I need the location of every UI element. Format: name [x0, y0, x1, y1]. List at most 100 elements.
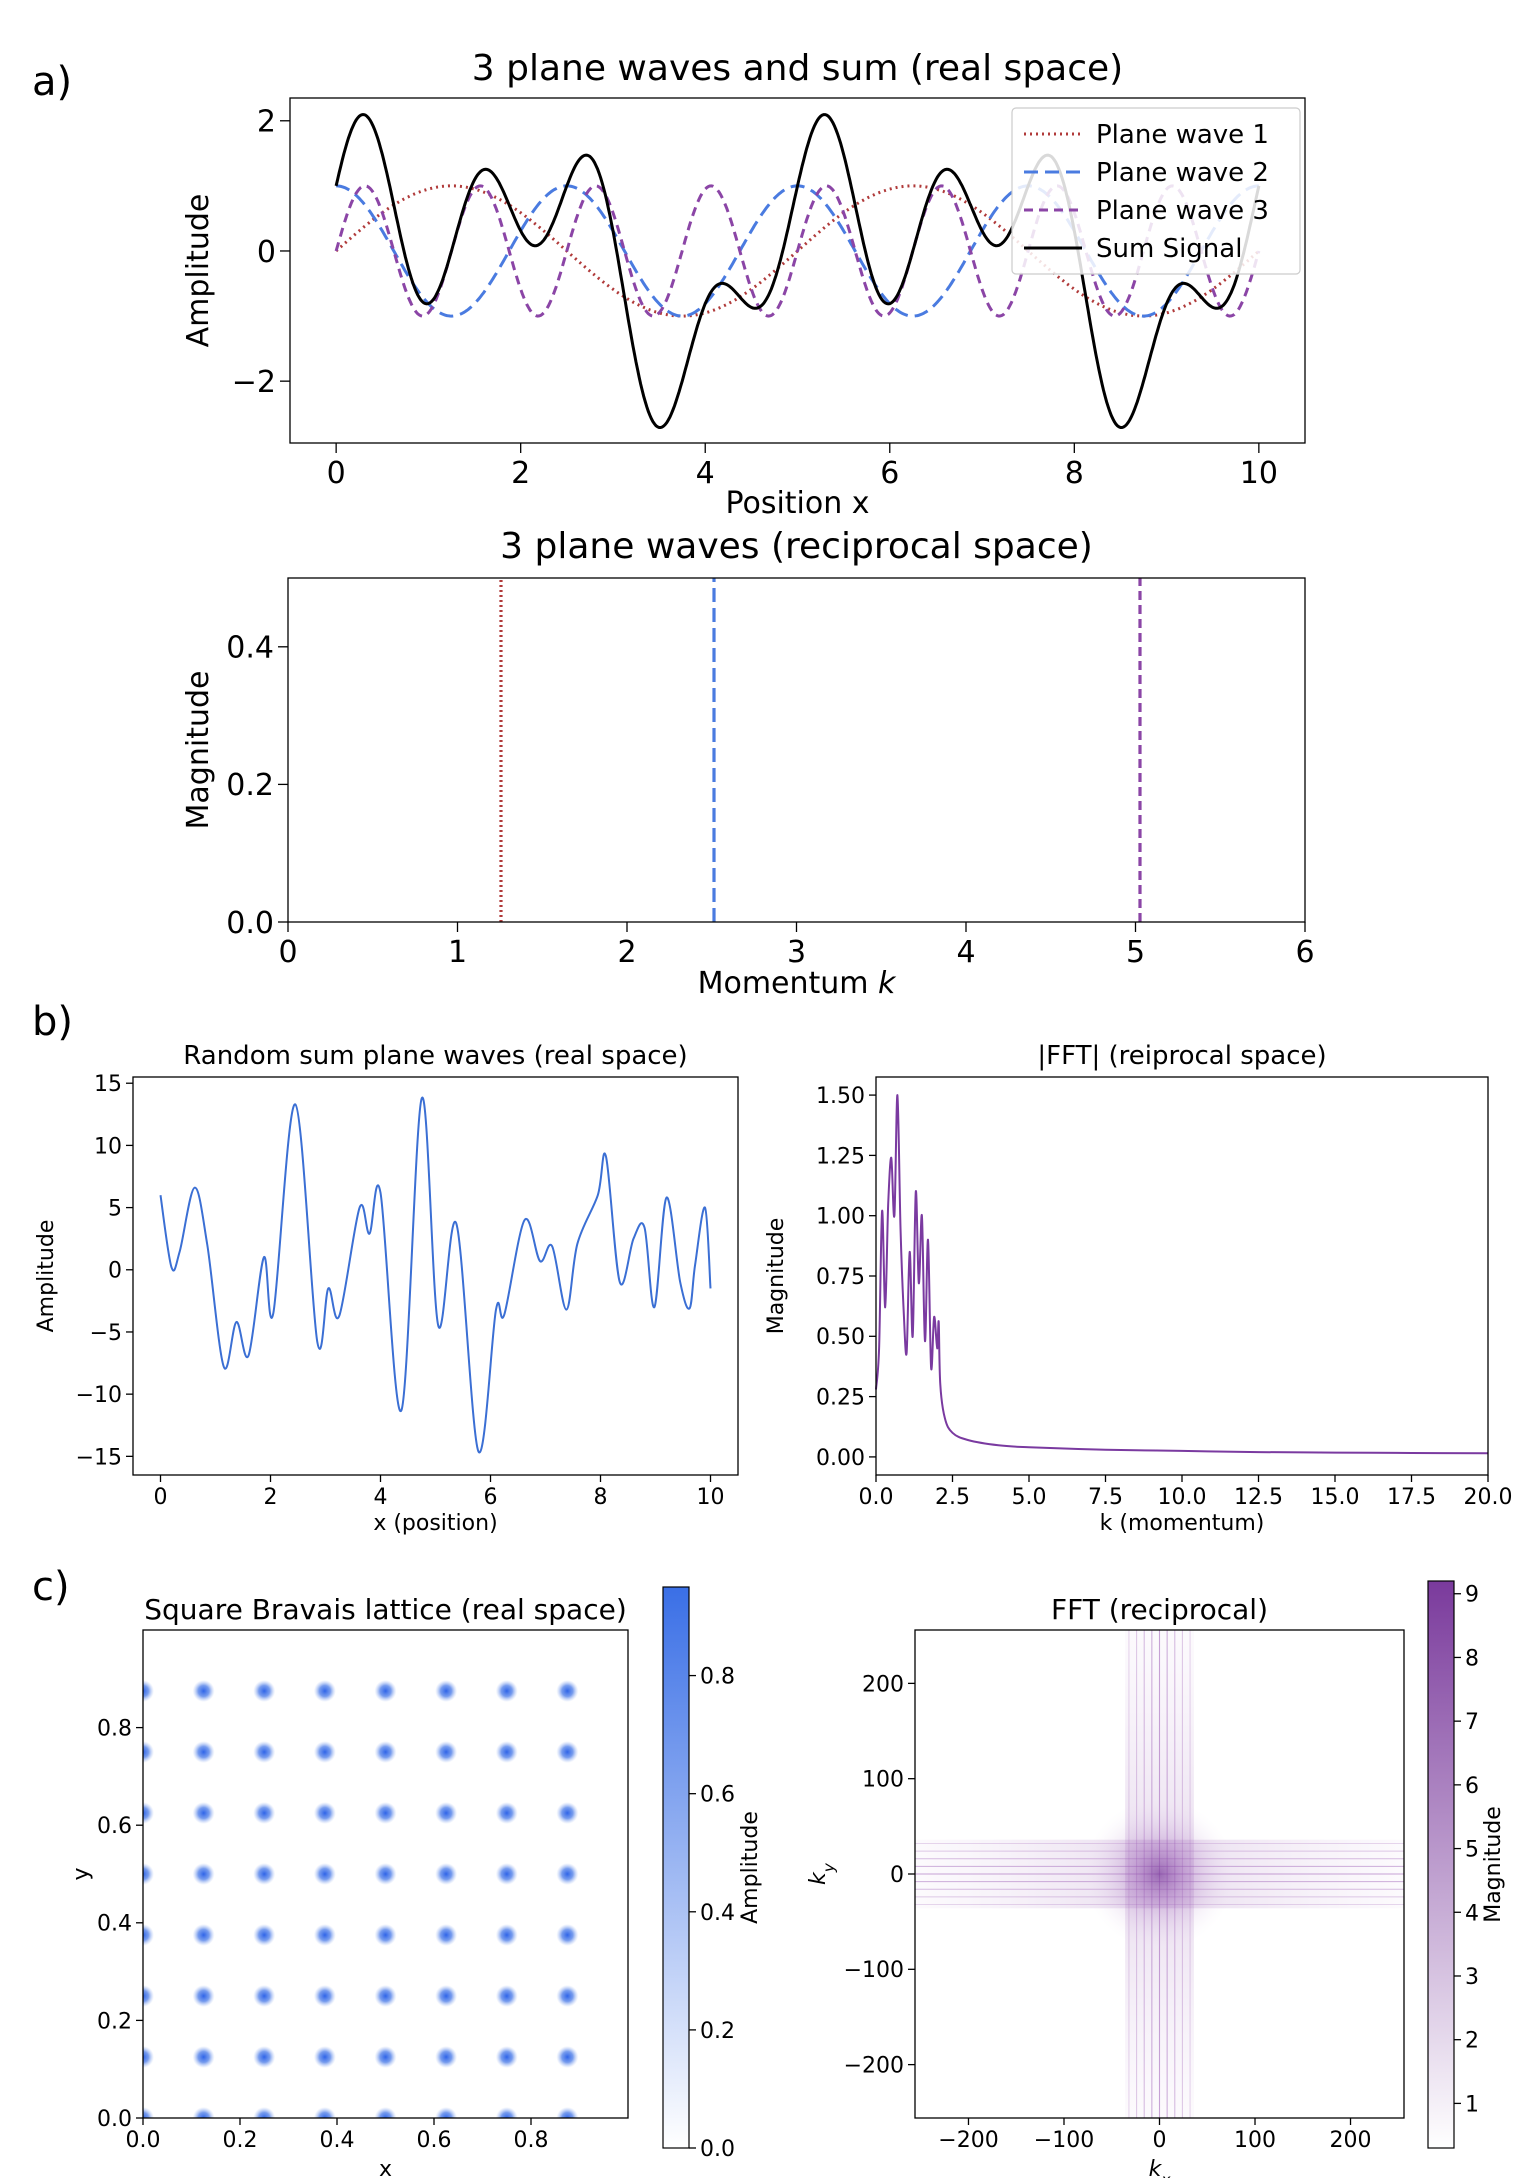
x-tick-label: 20.0: [1464, 1485, 1513, 1510]
lattice-point: [495, 1741, 518, 1763]
plot-frame: [132, 1076, 739, 1476]
colorbar: [662, 1586, 690, 2149]
lattice-point: [374, 1741, 397, 1763]
lattice-point: [313, 1802, 336, 1824]
lattice-point: [495, 1863, 518, 1885]
lattice-point: [313, 2046, 336, 2068]
lattice-point: [556, 1741, 579, 1763]
y-tick-label: 200: [862, 1672, 904, 1697]
panel-label-a: a): [32, 59, 72, 105]
x-tick-label: 0: [327, 456, 346, 491]
x-tick-label: 1: [448, 935, 467, 970]
x-tick-label: 15.0: [1311, 1485, 1360, 1510]
x-axis-label: Position x: [725, 486, 869, 521]
lattice-point: [143, 1741, 154, 1763]
y-tick-label: −200: [844, 2054, 904, 2079]
lattice-point: [556, 2046, 579, 2068]
lattice-point: [374, 1802, 397, 1824]
lattice-point: [143, 1863, 154, 1885]
y-tick-label: 0.4: [97, 1912, 132, 1937]
lattice-point: [143, 1802, 154, 1824]
colorbar: [1427, 1580, 1455, 2149]
lattice-point: [192, 1985, 215, 2007]
x-axis-label: Momentum k: [698, 966, 897, 1001]
y-axis-label: Amplitude: [34, 1220, 59, 1333]
lattice-point: [495, 1680, 518, 1702]
chart-title: 3 plane waves and sum (real space): [472, 48, 1123, 89]
y-tick-label: 1.25: [816, 1144, 865, 1169]
lattice-point: [192, 1924, 215, 1946]
lattice-point: [435, 2046, 458, 2068]
signal-line: [875, 1094, 1489, 1455]
x-axis-label: k (momentum): [1100, 1511, 1265, 1536]
colorbar-label: Amplitude: [738, 1811, 763, 1924]
lattice-point: [143, 2046, 154, 2068]
lattice-point: [253, 1802, 276, 1824]
lattice-point: [313, 1741, 336, 1763]
y-tick-label: 0: [890, 1863, 904, 1888]
lattice-point: [192, 1741, 215, 1763]
y-tick-label: −100: [844, 1958, 904, 1983]
x-tick-label: 4: [956, 935, 975, 970]
lattice-point: [556, 1985, 579, 2007]
x-tick-label: 2.5: [935, 1485, 970, 1510]
lattice-point: [192, 1863, 215, 1885]
colorbar-tick-label: 5: [1465, 1838, 1479, 1863]
x-tick-label: 0: [154, 1485, 168, 1510]
lattice-point: [435, 2107, 458, 2118]
y-tick-label: 1.50: [816, 1084, 865, 1109]
colorbar-tick-label: 3: [1465, 1965, 1479, 1990]
colorbar-tick-label: 6: [1465, 1774, 1479, 1799]
chart-title: |FFT| (reiprocal space): [1037, 1041, 1326, 1071]
y-tick-label: 0.00: [816, 1446, 865, 1471]
lattice-point: [313, 2107, 336, 2118]
chart-title: 3 plane waves (reciprocal space): [500, 526, 1093, 567]
colorbar-tick-label: 2: [1465, 2029, 1479, 2054]
colorbar-tick-label: 0.0: [700, 2137, 735, 2162]
lattice-point: [556, 2107, 579, 2118]
x-axis-label: x: [379, 2157, 392, 2178]
y-tick-label: −2: [232, 365, 276, 400]
lattice-point: [495, 1802, 518, 1824]
y-tick-label: 5: [108, 1197, 122, 1222]
x-tick-label: 4: [374, 1485, 388, 1510]
plot-frame: [142, 1629, 629, 2119]
lattice-point: [253, 1924, 276, 1946]
y-axis-label: y: [69, 1867, 94, 1880]
lattice-point: [253, 1680, 276, 1702]
y-tick-label: 15: [94, 1072, 122, 1097]
chart-reciprocal-plane-waves: 0 1 2 3 4 5 6 0.0 0.2 0.4 3 plane waves (reciproca…: [181, 526, 1315, 1001]
lattice-point: [495, 2107, 518, 2118]
legend-entry: Plane wave 1: [1096, 120, 1269, 150]
chart-title: Square Bravais lattice (real space): [144, 1593, 627, 1626]
lattice-point: [556, 1863, 579, 1885]
y-axis-label: Magnitude: [181, 671, 216, 830]
x-tick-label: 100: [1234, 2128, 1276, 2153]
lattice-point: [253, 2107, 276, 2118]
lattice-point: [435, 1985, 458, 2007]
lattice-point: [313, 1985, 336, 2007]
lattice-point: [192, 1802, 215, 1824]
x-tick-label: 6: [484, 1485, 498, 1510]
lattice-point: [374, 1680, 397, 1702]
plot-frame: [875, 1076, 1489, 1476]
x-tick-label: 4: [696, 456, 715, 491]
colorbar-tick-label: 1: [1465, 2092, 1479, 2117]
colorbar-tick-label: 4: [1465, 1901, 1479, 1926]
x-axis-label: kx: [1149, 2157, 1172, 2178]
x-tick-label: 3: [787, 935, 806, 970]
lattice-point: [143, 1924, 154, 1946]
chart-fft-2d: −200 −100 0 100 200 −200 −100 0 100 200 FFT (recip…: [806, 1580, 1506, 2178]
x-tick-label: 6: [1295, 935, 1314, 970]
x-tick-label: 7.5: [1088, 1485, 1123, 1510]
signal-line: [159, 1096, 712, 1454]
lattice-point: [143, 2107, 154, 2118]
x-tick-label: 8: [1065, 456, 1084, 491]
lattice-point: [495, 1985, 518, 2007]
colorbar-tick-label: 0.4: [700, 1901, 735, 1926]
y-axis-label: Magnitude: [764, 1218, 789, 1335]
x-tick-label: 17.5: [1387, 1485, 1436, 1510]
colorbar-tick-label: 0.8: [700, 1665, 735, 1690]
x-tick-label: 10: [1240, 456, 1278, 491]
